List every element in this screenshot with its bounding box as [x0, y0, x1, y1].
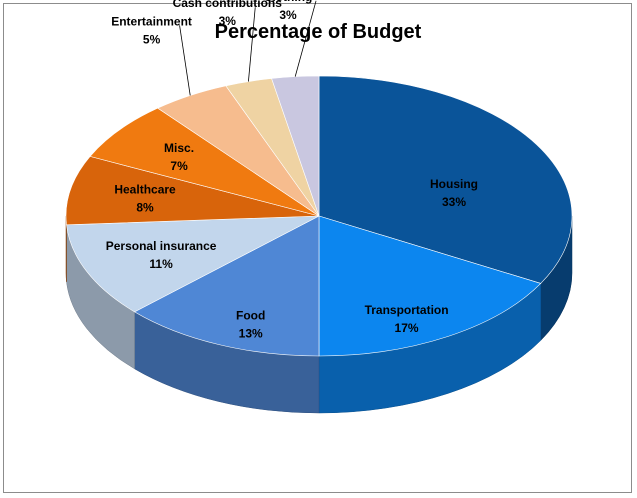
slice-labels: Housing 33% Transportation 17% Food 13% Person…	[106, 0, 478, 340]
slice-value-healthcare: 8%	[136, 201, 154, 215]
slice-value-clothing: 3%	[279, 8, 297, 22]
leader-clothing	[294, 0, 317, 77]
slice-label-misc: Misc.	[164, 141, 194, 155]
slice-label-healthcare: Healthcare	[114, 183, 176, 197]
slice-value-housing: 33%	[442, 195, 466, 209]
slice-housing	[318, 75, 573, 284]
chart-title: Percentage of Budget	[215, 21, 422, 43]
slice-transportation	[318, 215, 542, 357]
slice-misc	[89, 107, 320, 217]
slice-label-clothing: Clothing	[264, 0, 313, 4]
slice-value-cash-contributions: 3%	[219, 14, 237, 28]
slice-label-personal-insurance: Personal insurance	[106, 239, 217, 253]
slice-food	[133, 215, 320, 357]
slice-label-housing: Housing	[430, 177, 478, 191]
leader-cash-contributions	[248, 7, 256, 82]
slice-healthcare	[65, 156, 320, 226]
leader-entertainment	[179, 25, 191, 96]
slice-label-transportation: Transportation	[365, 303, 449, 317]
pie-top-layer	[65, 75, 573, 357]
leader-lines	[179, 0, 317, 96]
slice-personal-insurance	[66, 215, 320, 313]
slice-label-food: Food	[236, 308, 265, 322]
slice-value-misc: 7%	[170, 159, 188, 173]
slice-value-entertainment: 5%	[143, 32, 161, 46]
slice-value-transportation: 17%	[395, 321, 419, 335]
slice-value-food: 13%	[239, 326, 263, 340]
slice-value-personal-insurance: 11%	[149, 257, 173, 271]
slice-label-cash-contributions: Cash contributions	[173, 0, 283, 10]
slice-label-entertainment: Entertainment	[111, 14, 192, 28]
pie-depth-layer	[65, 215, 573, 414]
